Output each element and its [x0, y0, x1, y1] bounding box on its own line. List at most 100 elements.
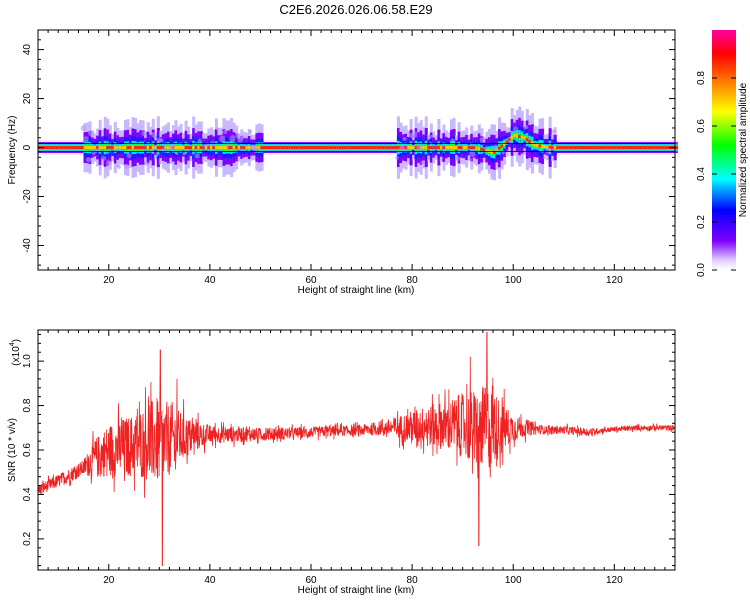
heatmap-core-cell [409, 146, 413, 150]
heatmap-core-cell [96, 146, 100, 150]
heatmap-core-cell [586, 146, 590, 150]
heatmap-core-cell [154, 146, 158, 150]
heatmap-core-cell [538, 144, 542, 148]
snr-series-line [38, 331, 675, 566]
heatmap-core-cell [48, 146, 52, 150]
colorbar-label: Normalized spectral amplitude [738, 82, 749, 217]
heatmap-core-cell [616, 146, 620, 150]
heatmap-speckle [219, 135, 227, 143]
figure-title: C2E6.2026.026.06.58.E29 [279, 2, 432, 17]
heatmap-core-cell [533, 143, 537, 147]
heatmap-core-cell [376, 146, 380, 150]
heatmap-core-cell [513, 133, 517, 137]
heatmap-core-cell [510, 135, 514, 139]
heatmap-speckle [175, 152, 179, 156]
heatmap-core-cell [584, 146, 588, 150]
heatmap-core-cell [591, 146, 595, 150]
heatmap-core-cell [523, 136, 527, 140]
heatmap-core-cell [187, 146, 191, 150]
heatmap-core-cell [118, 146, 122, 150]
heatmap-core-cell [199, 146, 203, 150]
heatmap-core-cell [647, 146, 651, 150]
x-tick-label: 40 [204, 575, 216, 586]
colorbar-tick-label: 0.0 [696, 263, 707, 277]
heatmap-core-cell [414, 146, 418, 150]
heatmap-core-cell [149, 146, 153, 150]
heatmap-core-cell [568, 146, 572, 150]
heatmap-core-cell [290, 146, 294, 150]
heatmap-core-cell [182, 146, 186, 150]
heatmap-speckle [123, 163, 130, 169]
heatmap-core-cell [634, 146, 638, 150]
heatmap-speckle [160, 138, 164, 143]
heatmap-core-cell [232, 146, 236, 150]
heatmap-core-cell [270, 146, 274, 150]
heatmap-core-cell [371, 146, 375, 150]
heatmap-speckle [229, 135, 237, 142]
heatmap-core-cell [528, 139, 532, 143]
heatmap-core-cell [535, 144, 539, 147]
heatmap-core-cell [50, 146, 54, 150]
heatmap-core-cell [141, 146, 145, 150]
heatmap-speckle [252, 147, 259, 153]
heatmap-core-cell [300, 146, 304, 150]
heatmap-core-cell [123, 146, 127, 150]
heatmap-speckle [402, 136, 407, 142]
heatmap-speckle [455, 156, 461, 162]
heatmap-core-cell [364, 146, 368, 150]
heatmap-core-cell [333, 146, 337, 150]
heatmap-core-cell [581, 146, 585, 150]
heatmap-core-cell [525, 138, 529, 142]
heatmap-core-cell [556, 146, 560, 150]
heatmap-core-cell [520, 135, 524, 139]
heatmap-speckle [205, 142, 210, 147]
heatmap-core-cell [389, 146, 393, 150]
y-tick-label: 0.8 [22, 398, 33, 412]
snr-scale-note: (x104) [9, 339, 22, 366]
heatmap-speckle [210, 140, 215, 146]
heatmap-core-cell [45, 146, 49, 150]
heatmap-core-cell [293, 146, 297, 150]
x-tick-label: 100 [505, 275, 522, 286]
heatmap-core-cell [161, 146, 165, 150]
y-tick-label: 0.4 [22, 487, 33, 501]
heatmap-core-cell [111, 146, 115, 150]
x-tick-label: 60 [305, 275, 317, 286]
heatmap-core-cell [338, 146, 342, 150]
heatmap-core-cell [159, 146, 163, 150]
heatmap-core-cell [75, 146, 79, 150]
heatmap-core-cell [465, 146, 469, 150]
heatmap-core-cell [268, 146, 272, 150]
heatmap-core-cell [654, 146, 658, 150]
heatmap-core-cell [404, 146, 408, 150]
heatmap-core-cell [323, 146, 327, 150]
heatmap-core-cell [108, 146, 112, 150]
x-tick-label: 20 [103, 275, 115, 286]
heatmap-speckle [450, 138, 455, 143]
heatmap-core-cell [356, 146, 360, 150]
heatmap-core-cell [548, 146, 552, 150]
heatmap-speckle [215, 127, 220, 131]
heatmap-core-cell [98, 146, 102, 150]
heatmap-core-cell [247, 146, 251, 150]
heatmap-core-cell [632, 146, 636, 150]
heatmap-core-cell [298, 146, 302, 150]
heatmap-core-cell [571, 146, 575, 150]
y-tick-label: 40 [22, 44, 33, 56]
heatmap-speckle [427, 134, 433, 139]
heatmap-speckle [106, 160, 112, 166]
heatmap-core-cell [455, 146, 459, 150]
spectrogram-xlabel: Height of straight line (km) [298, 285, 415, 296]
heatmap-core-cell [566, 146, 570, 150]
heatmap-speckle [116, 164, 121, 170]
heatmap-core-cell [361, 146, 365, 150]
heatmap-core-cell [303, 146, 307, 150]
heatmap-speckle [240, 135, 245, 140]
heatmap-speckle [492, 144, 499, 152]
heatmap-core-cell [374, 146, 378, 150]
heatmap-core-cell [328, 146, 332, 150]
heatmap-core-cell [227, 146, 231, 150]
y-tick-label: 0.6 [22, 443, 33, 457]
heatmap-speckle [508, 140, 513, 145]
heatmap-core-cell [424, 146, 428, 150]
